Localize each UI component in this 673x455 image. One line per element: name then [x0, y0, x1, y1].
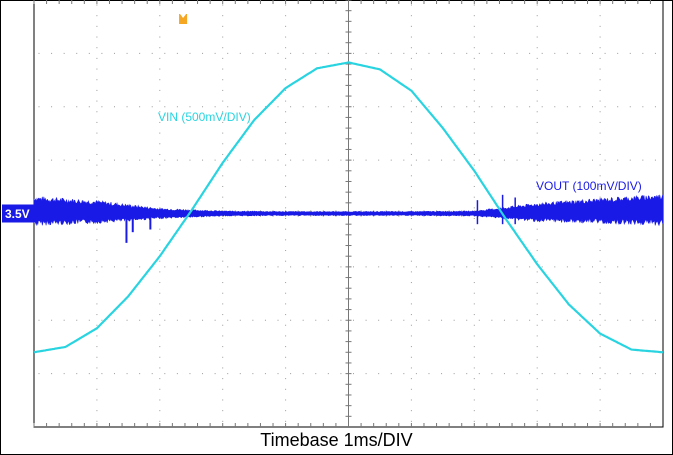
vin-trace [33, 61, 664, 354]
vout-trace [33, 208, 660, 215]
x-axis-label: Timebase 1ms/DIV [260, 430, 413, 450]
vin-series-label: VIN (500mV/DIV) [158, 110, 251, 124]
channel-reference-marker [2, 204, 41, 223]
channel-reference-label: 3.5V [5, 207, 30, 221]
vout-series-label: VOUT (100mV/DIV) [536, 179, 642, 193]
trigger-icon-notch [180, 14, 187, 18]
trigger-icon [179, 14, 188, 24]
